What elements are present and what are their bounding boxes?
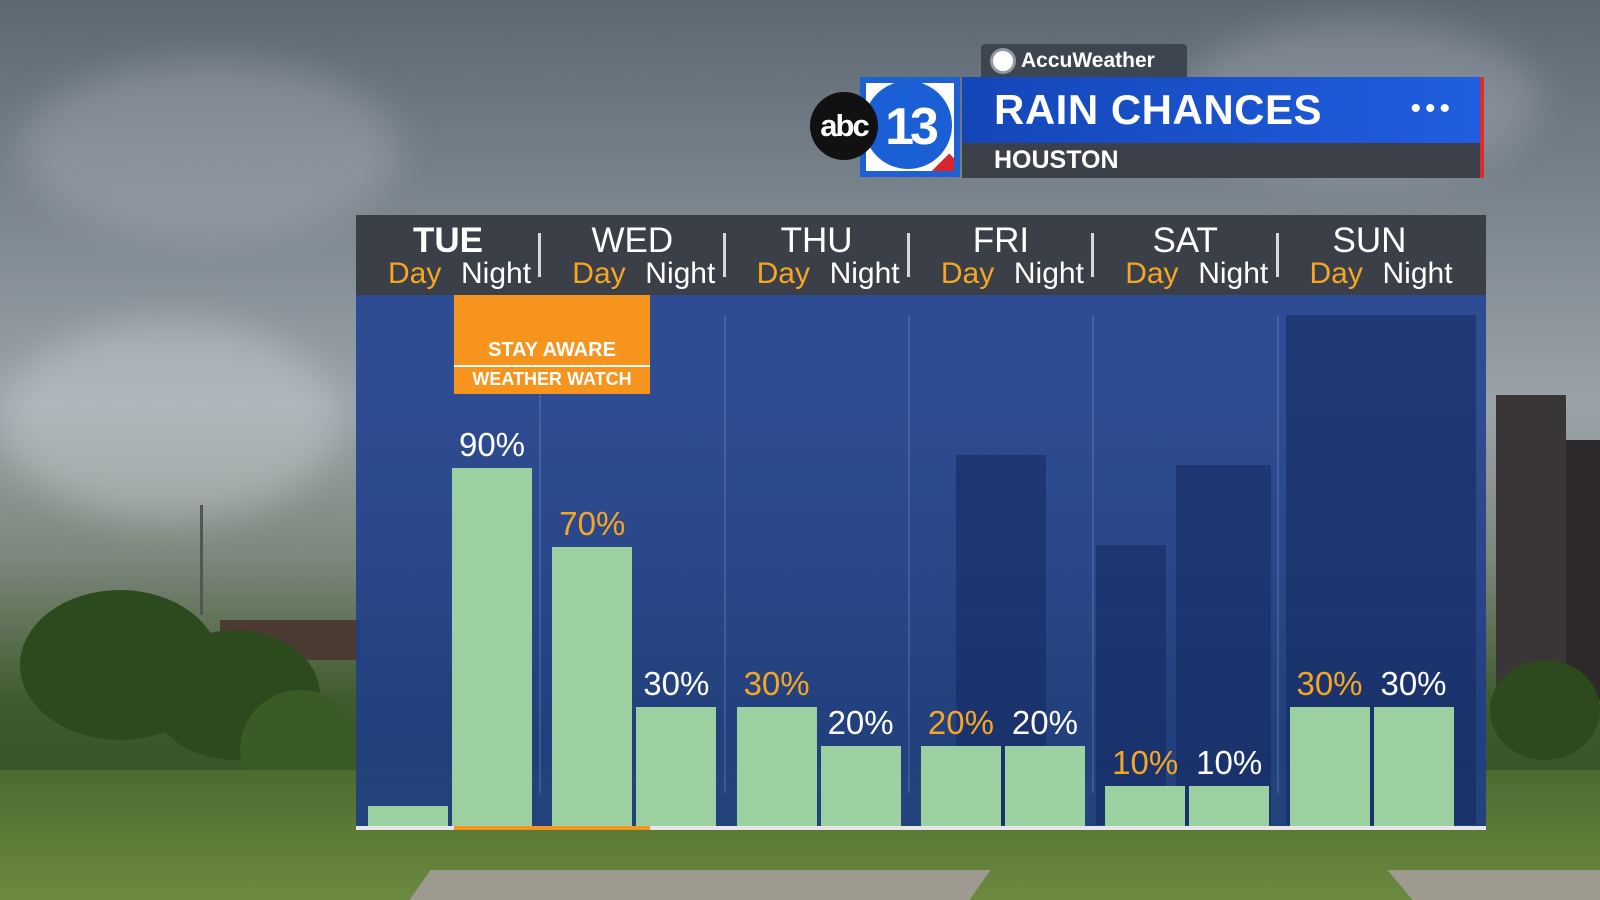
alert-line-1: STAY AWARE (488, 339, 616, 361)
period-label-night: Night (645, 257, 716, 290)
bar-value-label: 20% (827, 704, 894, 742)
bar-sat-night (1189, 786, 1270, 826)
day-header: TUE Day Night WED Day Night THU Day Night FRI Day N… (356, 215, 1486, 295)
day-column-fri: FRI Day Night (909, 215, 1093, 295)
bar-sun-day (1289, 706, 1370, 826)
page-title: RAIN CHANCES (994, 86, 1323, 133)
period-label-day: Day (1309, 257, 1363, 290)
chart-baseline (356, 826, 1486, 830)
column-gridline (1092, 315, 1095, 793)
location-label: HOUSTON (994, 146, 1119, 174)
building (1496, 395, 1566, 695)
antenna (200, 505, 203, 615)
title-bar: RAIN CHANCES ••• (962, 77, 1484, 143)
day-separator (1091, 233, 1095, 277)
location-bar: HOUSTON (962, 143, 1484, 178)
cloud (20, 60, 400, 240)
bar-value-label: 10% (1112, 744, 1179, 782)
period-label-day: Day (572, 257, 626, 290)
alert-divider (454, 365, 650, 367)
skyline-building (1096, 545, 1166, 825)
day-name: THU (780, 221, 853, 260)
weather-watch-alert: STAY AWARE WEATHER WATCH (454, 295, 650, 394)
period-label-night: Night (1198, 257, 1269, 290)
bar-wed-night (636, 706, 717, 826)
path (409, 870, 991, 900)
bar-tue-night (452, 467, 532, 826)
bar-sat-day (1105, 786, 1186, 826)
column-gridline (1276, 315, 1279, 793)
tree (1490, 660, 1600, 760)
sun-icon (993, 50, 1013, 71)
day-column-thu: THU Day Night (725, 215, 909, 295)
day-name: TUE (413, 221, 483, 260)
day-name: FRI (972, 221, 1030, 260)
cloud (0, 320, 340, 520)
bar-tue-day (368, 806, 448, 826)
alert-line-2: WEATHER WATCH (472, 369, 632, 389)
weather-provider-label: AccuWeather (1021, 48, 1155, 72)
day-column-tue: TUE Day Night (356, 215, 540, 295)
building (1566, 440, 1600, 700)
bar-value-label: 20% (927, 704, 994, 742)
bar-value-label: 20% (1011, 704, 1078, 742)
bar-value-label: 30% (743, 664, 810, 702)
period-label-night: Night (829, 257, 900, 290)
accuweather-tab: AccuWeather (981, 44, 1187, 77)
bar-value-label: 30% (1296, 664, 1363, 702)
channel-number: 13 (885, 98, 939, 156)
column-gridline (723, 315, 726, 793)
period-label-night: Night (1013, 257, 1084, 290)
path (1387, 870, 1600, 900)
period-label-night: Night (1382, 257, 1453, 290)
bar-fri-day (920, 746, 1001, 826)
ellipsis-icon: ••• (1410, 92, 1454, 125)
period-label-day: Day (388, 257, 442, 290)
bar-fri-night (1004, 746, 1085, 826)
day-separator (538, 233, 542, 277)
day-column-sun: SUN Day Night (1278, 215, 1462, 295)
day-separator (1275, 233, 1279, 277)
day-column-sat: SAT Day Night (1093, 215, 1277, 295)
network-logo-text: abc (820, 108, 869, 143)
period-label-day: Day (940, 257, 995, 290)
column-gridline (907, 315, 910, 793)
bar-value-label: 70% (559, 505, 626, 543)
channel-13-logo: 13 (860, 77, 960, 177)
day-name: WED (591, 221, 674, 260)
day-separator (722, 233, 726, 277)
bar-thu-night (820, 746, 901, 826)
bar-value-label: 30% (1380, 664, 1447, 702)
alert-underline (454, 826, 650, 830)
day-column-wed: WED Day Night (540, 215, 724, 295)
day-name: SAT (1152, 221, 1218, 260)
bar-thu-day (736, 706, 817, 826)
period-label-night: Night (461, 257, 532, 290)
bar-sun-night (1373, 706, 1454, 826)
skyline-building (1176, 465, 1271, 825)
period-label-day: Day (756, 257, 810, 290)
day-name: SUN (1332, 221, 1407, 260)
bar-value-label: 30% (643, 664, 710, 702)
rain-chance-chart: TUE Day Night WED Day Night THU Day Night FRI Day N… (356, 215, 1486, 830)
period-label-day: Day (1125, 257, 1179, 290)
bar-wed-day (552, 547, 633, 826)
column-gridline (539, 315, 542, 793)
bar-value-label: 90% (458, 425, 526, 463)
abc-logo: abc (810, 92, 878, 160)
bar-value-label: 10% (1196, 744, 1263, 782)
day-separator (906, 233, 910, 277)
